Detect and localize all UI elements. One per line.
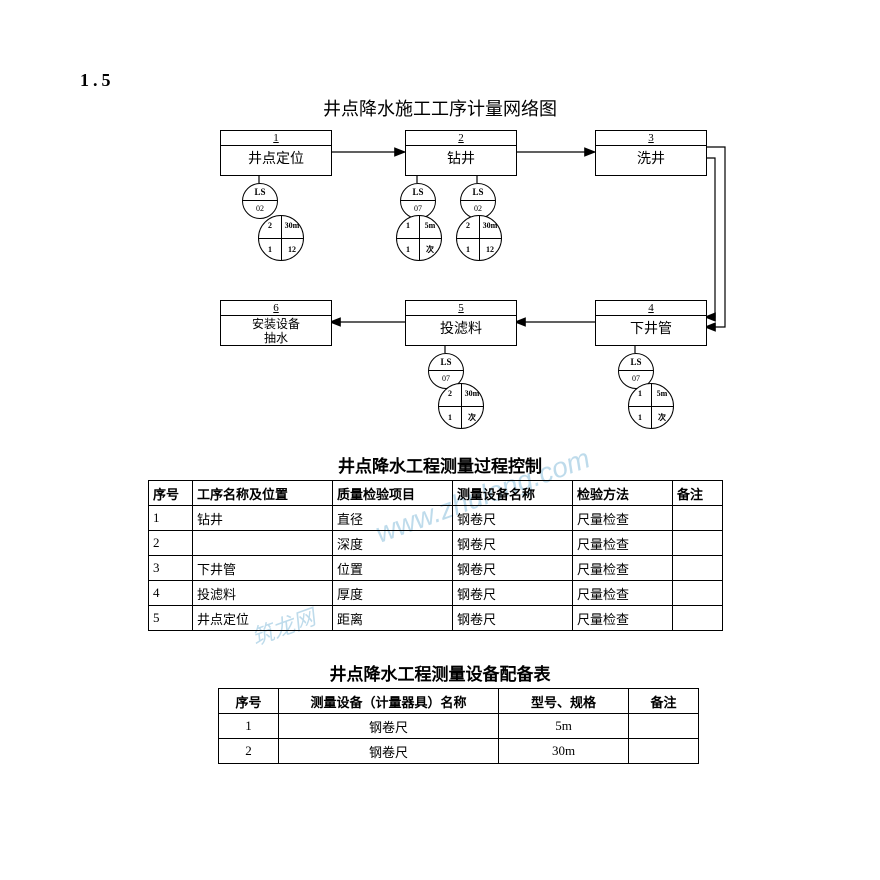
table-row: 1钻井直径钢卷尺尺量检查 — [149, 506, 723, 531]
table-row: 5井点定位距离钢卷尺尺量检查 — [149, 606, 723, 631]
ls-marker: LS07 — [400, 183, 436, 219]
section-number: 1.5 — [80, 70, 115, 91]
quad-marker: 230m112 — [456, 215, 502, 261]
flow-node: 5投滤料 — [405, 300, 517, 346]
table-row: 4投滤料厚度钢卷尺尺量检查 — [149, 581, 723, 606]
quad-marker: 15m1次 — [628, 383, 674, 429]
ls-marker: LS02 — [242, 183, 278, 219]
quad-marker: 15m1次 — [396, 215, 442, 261]
table1-title: 井点降水工程测量过程控制 — [0, 452, 880, 477]
table-row: 2钢卷尺30m — [219, 739, 699, 764]
table-row: 1钢卷尺5m — [219, 714, 699, 739]
flow-node: 1井点定位 — [220, 130, 332, 176]
quad-marker: 230m112 — [258, 215, 304, 261]
table2-title: 井点降水工程测量设备配备表 — [0, 660, 880, 685]
flow-node: 4下井管 — [595, 300, 707, 346]
flow-node: 2钻井 — [405, 130, 517, 176]
table-row: 2深度钢卷尺尺量检查 — [149, 531, 723, 556]
quad-marker: 230m1次 — [438, 383, 484, 429]
equipment-table: 序号测量设备（计量器具）名称型号、规格备注1钢卷尺5m2钢卷尺30m — [218, 688, 699, 764]
figure-title: 井点降水施工工序计量网络图 — [0, 95, 880, 121]
table-row: 3下井管位置钢卷尺尺量检查 — [149, 556, 723, 581]
flow-node: 3洗井 — [595, 130, 707, 176]
process-control-table: 序号工序名称及位置质量检验项目测量设备名称检验方法备注1钻井直径钢卷尺尺量检查2… — [148, 480, 723, 631]
ls-marker: LS02 — [460, 183, 496, 219]
flow-node: 6安装设备抽水 — [220, 300, 332, 346]
flow-diagram: 1井点定位2钻井3洗井4下井管5投滤料6安装设备抽水LS02LS07LS02LS… — [200, 125, 740, 435]
